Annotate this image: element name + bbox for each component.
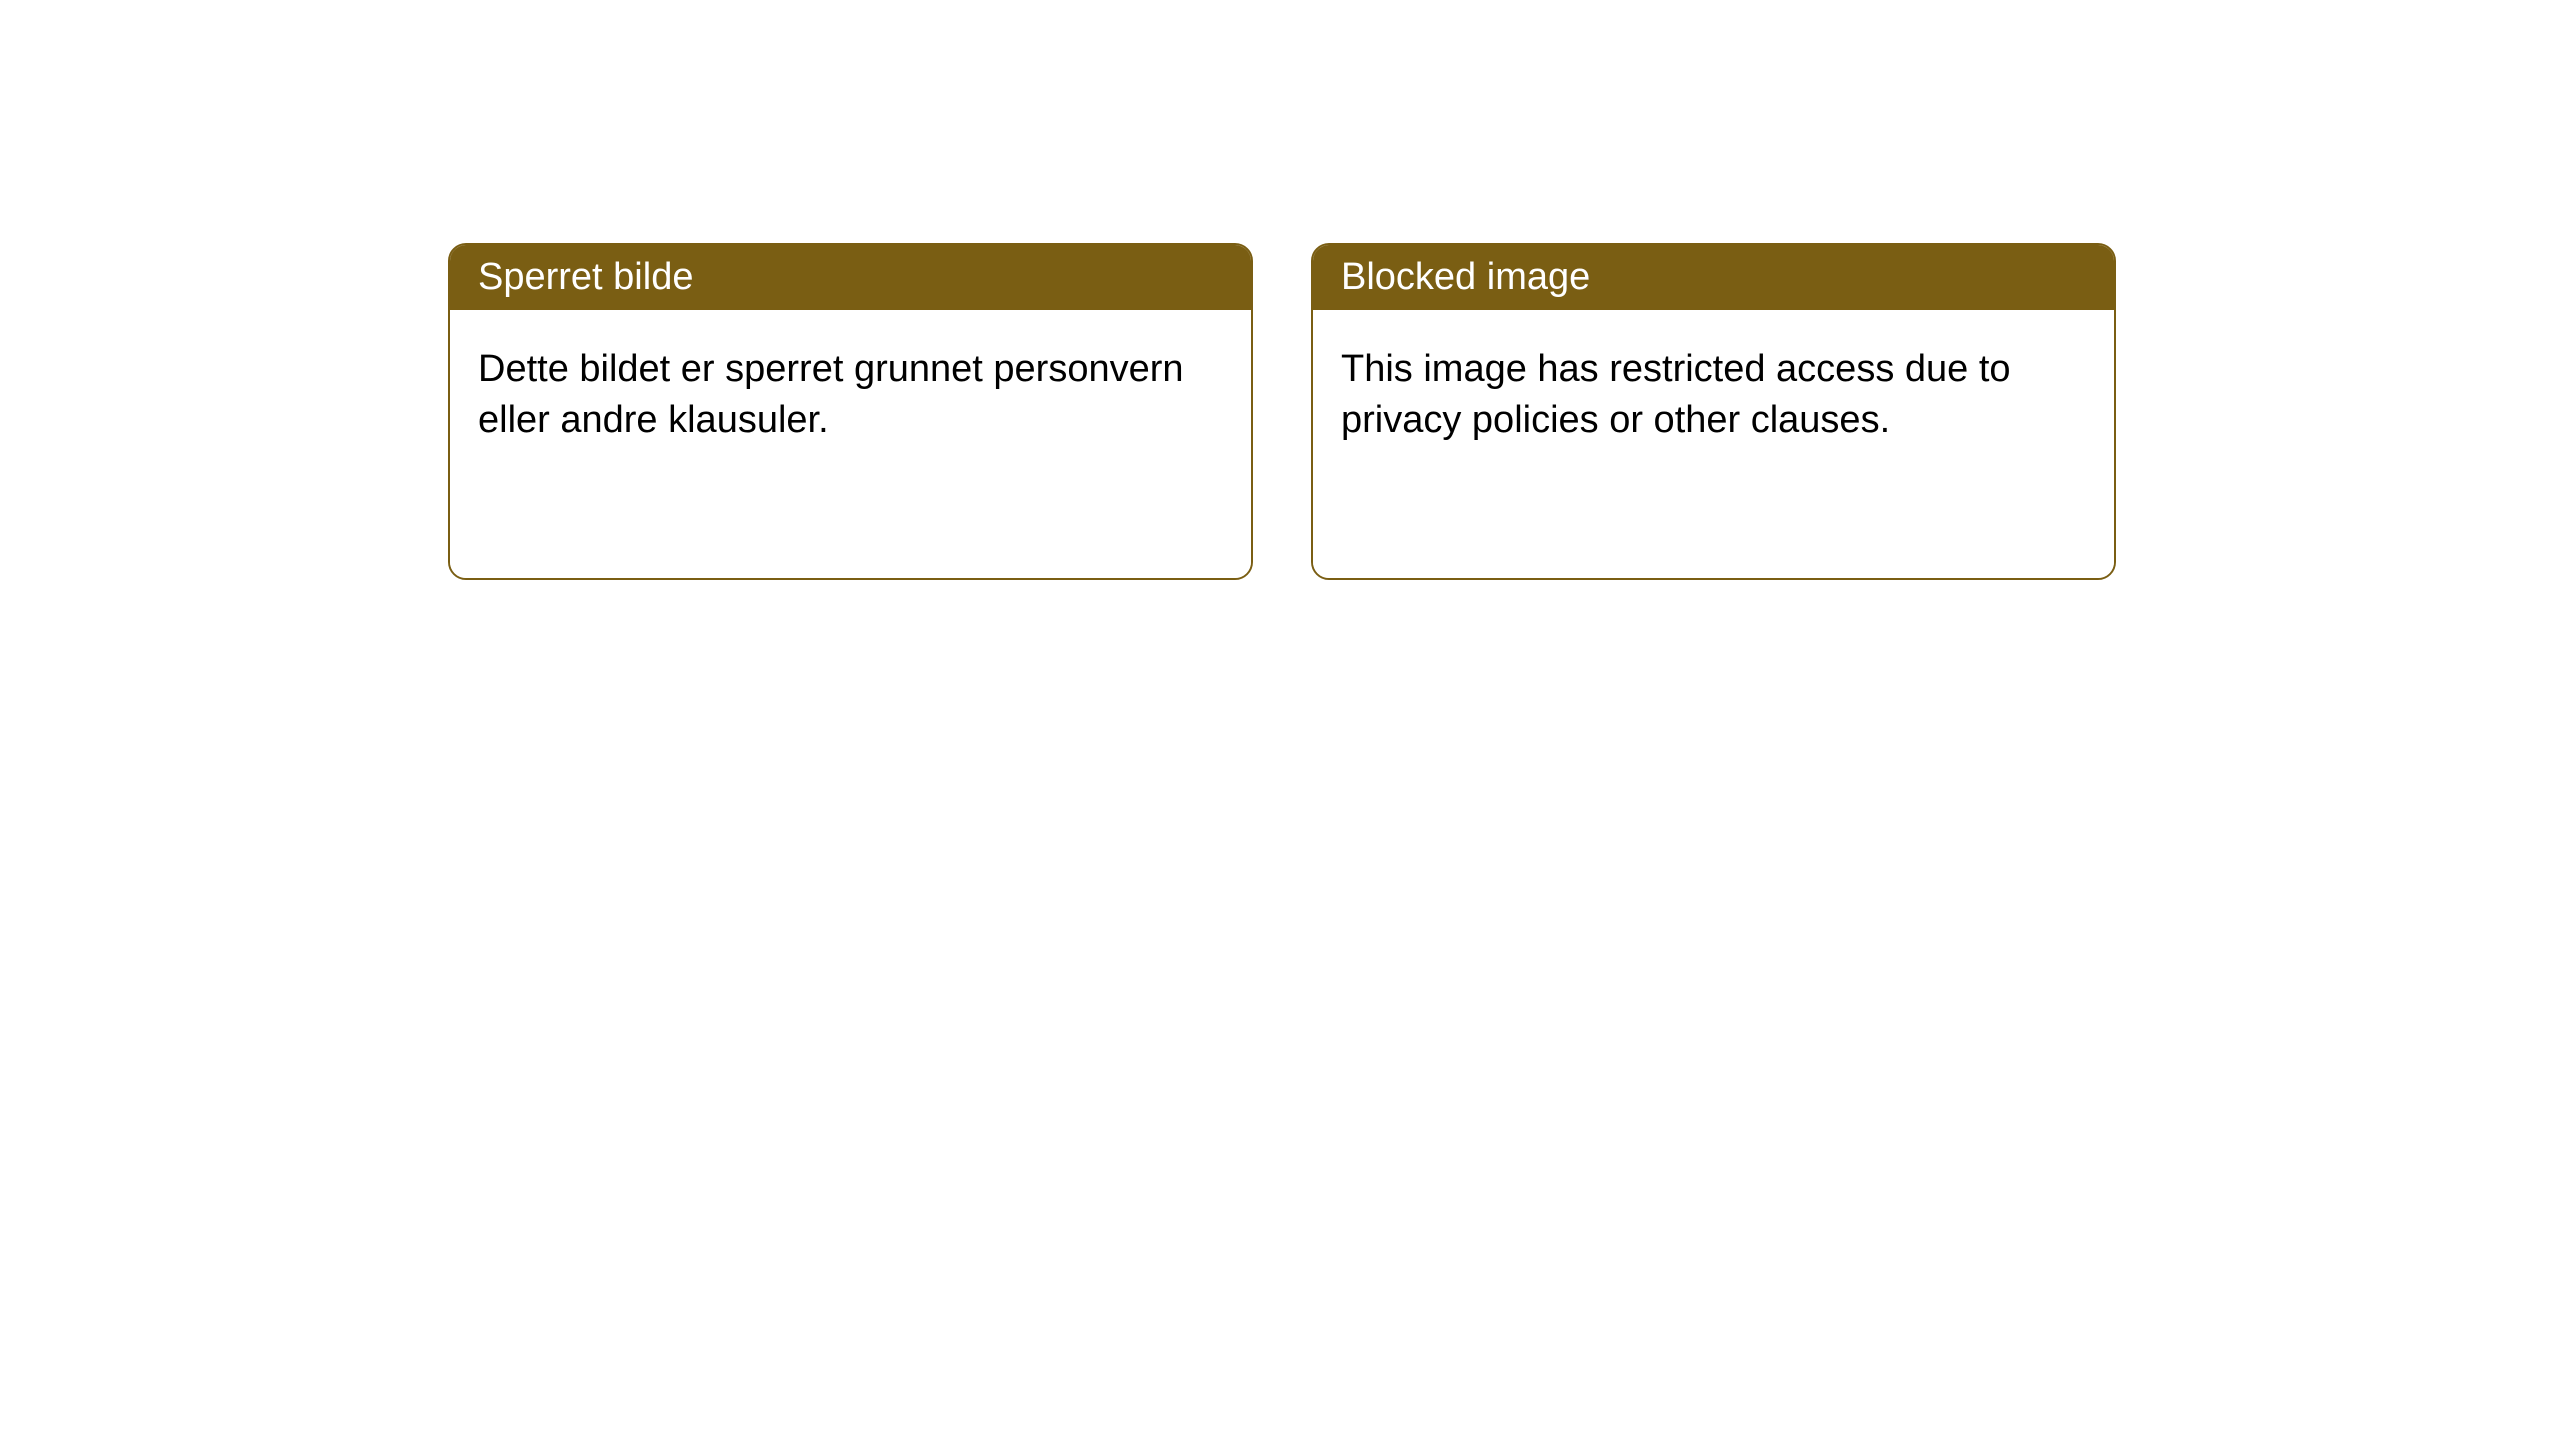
card-header: Blocked image: [1313, 245, 2114, 310]
cards-container: Sperret bilde Dette bildet er sperret gr…: [0, 0, 2560, 580]
card-title: Blocked image: [1341, 256, 1590, 298]
card-body-text: Dette bildet er sperret grunnet personve…: [478, 344, 1223, 447]
card-body: Dette bildet er sperret grunnet personve…: [450, 310, 1251, 578]
card-body: This image has restricted access due to …: [1313, 310, 2114, 578]
card-body-text: This image has restricted access due to …: [1341, 344, 2086, 447]
blocked-image-card-en: Blocked image This image has restricted …: [1311, 243, 2116, 580]
card-header: Sperret bilde: [450, 245, 1251, 310]
card-title: Sperret bilde: [478, 256, 693, 298]
blocked-image-card-no: Sperret bilde Dette bildet er sperret gr…: [448, 243, 1253, 580]
